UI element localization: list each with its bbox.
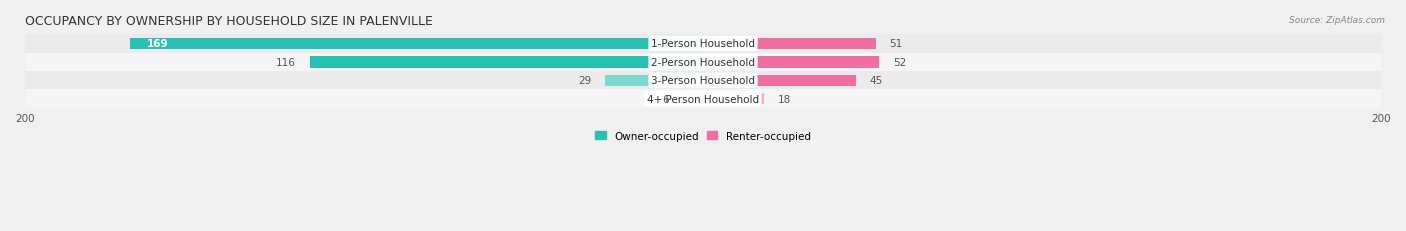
- Bar: [703, 57, 879, 68]
- Bar: [703, 39, 876, 50]
- Text: 6: 6: [662, 94, 669, 104]
- Bar: [605, 75, 703, 87]
- Bar: [309, 57, 703, 68]
- Text: 51: 51: [890, 39, 903, 49]
- Bar: [25, 72, 1381, 90]
- Bar: [683, 94, 703, 105]
- Text: 29: 29: [578, 76, 591, 86]
- Bar: [25, 90, 1381, 108]
- Text: 52: 52: [893, 58, 905, 67]
- Text: 45: 45: [869, 76, 883, 86]
- Text: 18: 18: [778, 94, 790, 104]
- Text: 4+ Person Household: 4+ Person Household: [647, 94, 759, 104]
- Text: 3-Person Household: 3-Person Household: [651, 76, 755, 86]
- Text: OCCUPANCY BY OWNERSHIP BY HOUSEHOLD SIZE IN PALENVILLE: OCCUPANCY BY OWNERSHIP BY HOUSEHOLD SIZE…: [25, 15, 433, 28]
- Bar: [703, 94, 763, 105]
- Legend: Owner-occupied, Renter-occupied: Owner-occupied, Renter-occupied: [591, 127, 815, 145]
- Text: 1-Person Household: 1-Person Household: [651, 39, 755, 49]
- Bar: [129, 39, 703, 50]
- Text: 169: 169: [146, 39, 169, 49]
- Text: Source: ZipAtlas.com: Source: ZipAtlas.com: [1289, 16, 1385, 25]
- Bar: [25, 35, 1381, 53]
- Bar: [25, 53, 1381, 72]
- Text: 2-Person Household: 2-Person Household: [651, 58, 755, 67]
- Text: 116: 116: [276, 58, 297, 67]
- Bar: [703, 75, 856, 87]
